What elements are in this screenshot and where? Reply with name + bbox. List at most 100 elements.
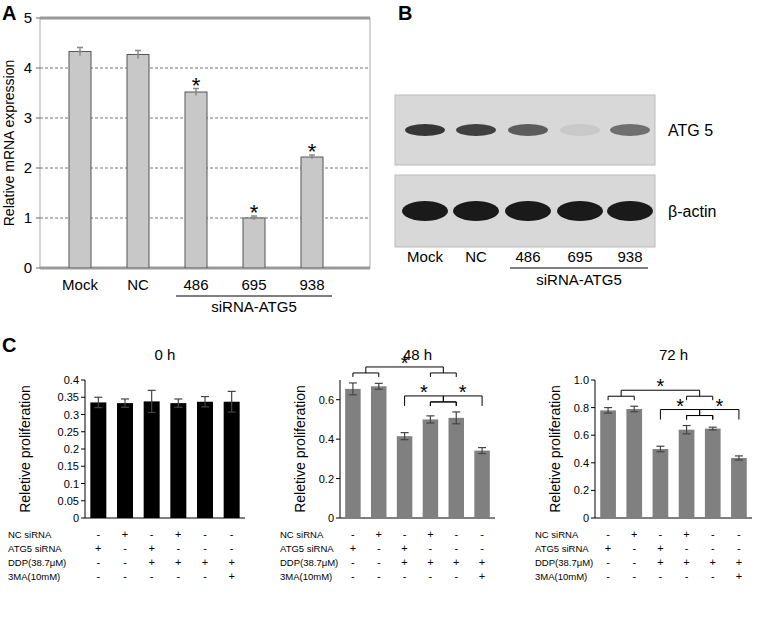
error-cap [148, 412, 156, 413]
lane-label: NC [465, 248, 487, 265]
bar [185, 92, 207, 268]
condition-sign: + [479, 570, 485, 582]
bracket-line [443, 367, 444, 373]
condition-sign: + [453, 556, 459, 568]
condition-sign: - [377, 570, 381, 582]
axis-label: Reletive proliferation [292, 385, 308, 513]
condition-sign: - [176, 542, 180, 554]
error-line [607, 408, 608, 414]
band [607, 201, 653, 221]
bracket-line [712, 416, 713, 420]
condition-sign: - [150, 528, 154, 540]
condition-sign: - [96, 528, 100, 540]
error-bar [426, 416, 434, 423]
condition-sign: - [711, 528, 715, 540]
chart-title: 72 h [659, 346, 688, 363]
error-cap [228, 391, 236, 392]
error-bar [735, 456, 743, 460]
error-bar [135, 51, 141, 59]
bracket-line [456, 373, 457, 377]
error-cap [478, 453, 486, 454]
band [402, 201, 448, 221]
tick-label: 0.05 [58, 495, 79, 507]
tick-label: 0.4 [319, 433, 334, 445]
condition-sign: + [228, 570, 234, 582]
condition-sign: + [95, 542, 101, 554]
error-cap [401, 439, 409, 440]
condition-label: ATG5 siRNA [8, 543, 62, 554]
bracket-line [634, 396, 635, 400]
condition-sign: - [737, 528, 741, 540]
condition-label: ATG5 siRNA [280, 543, 334, 554]
condition-sign: - [606, 570, 610, 582]
error-bar [683, 426, 691, 434]
axis-label: Relative mRNA expression [1, 60, 17, 227]
condition-sign: + [148, 542, 154, 554]
error-cap [426, 415, 434, 416]
bar [626, 409, 642, 518]
lane-label: 938 [617, 248, 642, 265]
tick-label: 0.6 [319, 394, 334, 406]
condition-sign: - [203, 528, 207, 540]
band [610, 124, 650, 136]
error-line [151, 390, 152, 412]
condition-sign: + [479, 556, 485, 568]
tick-label: 0.6 [574, 429, 589, 441]
condition-sign: - [377, 542, 381, 554]
condition-label: DDP(38.7μM) [8, 557, 66, 568]
grid-line [40, 17, 370, 20]
error-cap [375, 383, 383, 384]
tick-label: 0 [328, 512, 334, 524]
panel-label: B [398, 2, 412, 24]
error-line [378, 383, 379, 389]
error-line [404, 433, 405, 440]
error-bar [349, 383, 357, 395]
tick-mark [36, 168, 40, 169]
tick-label: 0.4 [574, 457, 589, 469]
condition-label: NC siRNA [280, 529, 324, 540]
axis-label: Reletive proliferation [17, 385, 33, 513]
tick-mark [36, 218, 40, 219]
condition-sign: - [711, 570, 715, 582]
condition-sign: + [350, 542, 356, 554]
condition-sign: + [175, 528, 181, 540]
condition-sign: + [401, 556, 407, 568]
band [405, 124, 445, 136]
error-cap [148, 390, 156, 391]
error-cap [709, 429, 717, 430]
chart-title: 0 h [155, 346, 176, 363]
error-cap [709, 427, 717, 428]
bracket-line [686, 416, 687, 420]
bracket-line [738, 410, 739, 420]
significance-bracket [687, 410, 739, 420]
condition-sign: - [123, 570, 127, 582]
lane-label: Mock [407, 248, 443, 265]
bracket-line [456, 402, 457, 406]
band [505, 201, 551, 221]
error-line [204, 397, 205, 407]
tick-mark [81, 380, 85, 381]
band [453, 201, 499, 221]
error-cap [683, 433, 691, 434]
condition-sign: + [175, 556, 181, 568]
bracket-line [378, 373, 379, 377]
error-bar [604, 408, 612, 414]
condition-label: ATG5 siRNA [535, 543, 589, 554]
tick-mark [81, 431, 85, 432]
panel-label: A [2, 2, 16, 24]
bar [423, 419, 439, 518]
error-cap [135, 50, 141, 52]
error-line [231, 391, 232, 412]
condition-label: NC siRNA [535, 529, 579, 540]
condition-sign: - [685, 570, 689, 582]
group-label: siRNA-ATG5 [211, 298, 297, 315]
tick-mark [81, 397, 85, 398]
tick-label: 0 [583, 512, 589, 524]
bracket-line [443, 396, 444, 402]
condition-sign: - [659, 528, 663, 540]
error-cap [656, 451, 664, 452]
y-axis [595, 380, 596, 518]
panel-label: C [2, 334, 16, 356]
condition-sign: + [401, 542, 407, 554]
tick-mark [81, 466, 85, 467]
